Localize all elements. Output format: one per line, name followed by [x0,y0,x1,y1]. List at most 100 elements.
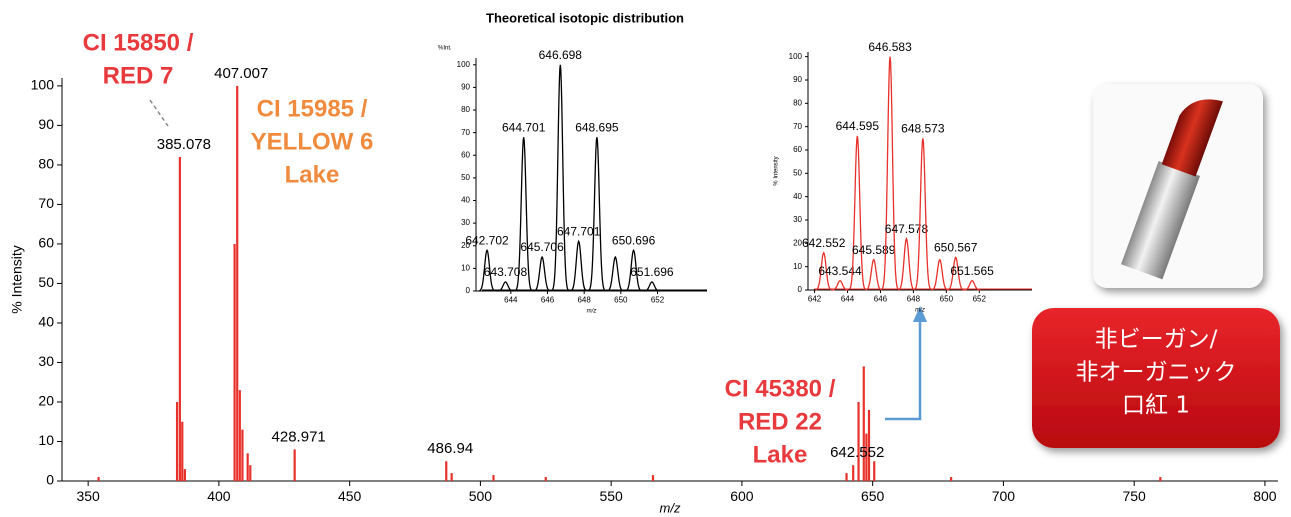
x-tick-label: 500 [469,488,493,504]
x-tick-label: 600 [730,488,754,504]
y-tick-label: 40 [461,196,470,205]
annotation: CI 15850 / [83,29,194,56]
y-tick-label: 10 [461,263,470,272]
peak-label: 643.708 [484,265,528,279]
peak [478,248,496,292]
chart-title: Theoretical isotopic distribution [486,10,684,25]
y-tick-label: 10 [38,432,54,448]
x-tick-label: 400 [207,488,231,504]
y-tick-label: 80 [461,105,470,114]
peak-label: 647.578 [885,222,929,236]
lipstick-image [1093,84,1263,288]
x-tick-label: 648 [907,295,921,304]
x-axis-label: m/z [915,308,925,314]
peak-label: 643.544 [818,264,862,278]
peak [551,64,569,291]
y-tick-label: 70 [461,128,470,137]
x-tick-label: 648 [577,296,591,305]
annotation: Lake [753,441,808,468]
y-tick-label: 50 [38,274,54,290]
peak-label: 642.702 [465,233,509,247]
peak-label: 646.583 [868,40,912,54]
peak [815,251,832,291]
y-tick-label: 50 [793,168,802,177]
y-tick-label: 80 [793,98,802,107]
peak [898,237,915,291]
y-tick-label: 40 [793,192,802,201]
x-tick-label: 642 [808,295,822,304]
x-tick-label: 750 [1122,488,1146,504]
arrow [885,320,922,421]
y-axis-label: % Intensity [9,245,25,313]
y-tick-label: 60 [793,145,802,154]
peak-label: 650.696 [612,233,656,247]
y-tick-label: 0 [466,286,471,295]
peak-label: 644.595 [836,119,880,133]
peak-label: 428.971 [272,428,326,445]
annotation: YELLOW 6 [251,128,374,155]
badge-line: 非オーガニック [1076,360,1237,386]
peak [643,281,660,292]
peak [533,255,551,292]
x-tick-label: 644 [841,295,855,304]
x-tick-label: 646 [874,295,888,304]
peak [607,255,624,292]
peak-label: 650.567 [934,241,978,255]
peak-label: 648.573 [901,122,945,136]
x-axis-label: m/z [660,500,681,515]
x-tick-label: 652 [651,296,665,305]
peak [947,256,964,291]
y-axis-label: %Int. [438,46,452,52]
peak-label: 648.695 [575,120,619,134]
x-tick-label: 652 [973,295,987,304]
peak [515,137,533,291]
y-axis-label: % Intensity [774,156,780,185]
y-tick-label: 0 [798,285,803,294]
peak [964,279,981,291]
y-tick-label: 30 [461,218,470,227]
y-tick-label: 60 [38,235,54,251]
peak-label: 486.94 [427,440,473,457]
arrow-head [913,306,927,322]
annotation: CI 15985 / [257,95,368,122]
annotation-leader [149,99,169,127]
peak-label: 407.007 [214,65,268,82]
y-tick-label: 70 [793,122,802,131]
peak-label: 642.552 [830,444,884,461]
x-axis-label: m/z [587,309,597,315]
y-tick-label: 90 [793,75,802,84]
annotation: Lake [285,161,340,188]
annotation: RED 22 [738,408,822,435]
y-tick-label: 100 [789,52,803,61]
peak-label: 644.701 [502,120,546,134]
x-tick-label: 644 [504,296,518,305]
y-tick-label: 80 [38,156,54,172]
peak-label: 651.565 [950,264,994,278]
badge-line: 非ビーガン/ [1095,327,1218,353]
peak [865,258,882,291]
badge: 非ビーガン/ 非オーガニック 口紅 1 [1032,308,1280,448]
x-tick-label: 650 [614,296,628,305]
x-tick-label: 650 [861,488,885,504]
peak-label: 651.696 [630,265,674,279]
y-tick-label: 100 [457,60,471,69]
y-tick-label: 0 [46,472,54,488]
y-tick-label: 60 [461,150,470,159]
y-tick-label: 20 [461,241,470,250]
y-tick-label: 20 [793,238,802,247]
y-tick-label: 70 [38,195,54,211]
y-tick-label: 30 [38,353,54,369]
peak [497,281,514,292]
y-tick-label: 90 [461,83,470,92]
badge-line: 口紅 1 [1122,393,1190,419]
y-tick-label: 30 [793,215,802,224]
y-tick-label: 90 [38,116,54,132]
peak-label: 645.589 [852,243,896,257]
x-tick-label: 550 [599,488,623,504]
peak [881,56,899,290]
x-tick-label: 450 [338,488,362,504]
y-tick-label: 50 [461,173,470,182]
x-tick-label: 700 [992,488,1016,504]
x-tick-label: 646 [541,296,555,305]
